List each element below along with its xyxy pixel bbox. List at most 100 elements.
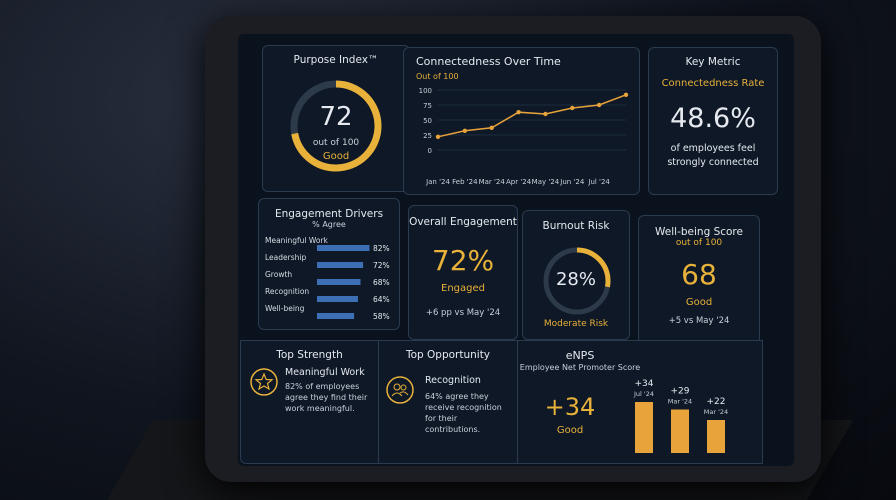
title: eNPS	[565, 349, 595, 362]
status: Moderate Risk	[543, 319, 609, 329]
name: Recognition	[425, 375, 481, 386]
title: Burnout Risk	[542, 220, 610, 232]
status: Good	[322, 151, 350, 162]
title: Well-being Score	[655, 226, 743, 238]
category-label: Mar '24	[668, 398, 692, 406]
subtitle: out of 100	[675, 238, 723, 248]
scale-label: out of	[312, 138, 340, 148]
title: Overall Engagement	[409, 216, 517, 228]
value: 68	[681, 258, 717, 291]
category-label: Leadership	[265, 253, 306, 262]
gauge-arc	[543, 247, 611, 315]
drivers-panel: Engagement Drivers % Agree Meaningful Wo…	[258, 198, 400, 330]
scale: 100	[341, 138, 360, 148]
purpose-panel: Purpose Index™ 72 out of 100 Good	[262, 45, 410, 192]
status: Good	[556, 425, 584, 436]
title: Purpose Index™	[293, 54, 379, 66]
name: Meaningful Work	[285, 367, 365, 378]
value-label: +34	[635, 379, 654, 389]
value-label: 64%	[373, 295, 390, 304]
status: Good	[685, 297, 713, 308]
change: +6 pp vs May '24	[425, 308, 501, 318]
metric-value: 48.6%	[670, 103, 756, 134]
wellbeing-panel: Well-being Score out of 100 68 Good +5 v…	[638, 215, 760, 345]
key-metric-panel: Key Metric Connectedness Rate 48.6% of e…	[648, 47, 778, 195]
category-label: Mar '24	[704, 408, 728, 416]
strength-panel: Top Strength Meaningful Work 82% of empl…	[240, 340, 379, 464]
point	[489, 125, 494, 130]
x-tick-label: Mar '24	[479, 178, 506, 186]
value-label: 72%	[373, 261, 390, 270]
category-label: Recognition	[265, 287, 309, 296]
bar	[317, 296, 358, 302]
bar	[707, 420, 725, 453]
star-icon	[250, 368, 278, 396]
enps-panel: eNPS Employee Net Promoter Score +34 Goo…	[517, 340, 763, 464]
value-label: +22	[707, 397, 726, 407]
y-tick-label: 100	[419, 87, 432, 95]
bar-chart: Meaningful Work 82% Leadership 72% Growth 68%…	[265, 236, 390, 321]
x-tick-label: May '24	[532, 178, 560, 186]
bar	[317, 262, 364, 268]
metric-name: Connectedness Rate	[661, 78, 765, 89]
burnout-panel: Burnout Risk 28% Moderate Risk	[522, 210, 630, 340]
caption: of employees feel strongly connected	[667, 143, 759, 168]
value-label: 82%	[373, 244, 390, 253]
text: 82% of employees agree they find their w…	[285, 382, 368, 413]
subtitle: Out of 100	[416, 72, 459, 81]
point	[435, 134, 441, 139]
category-label: Meaningful Work	[265, 236, 329, 245]
connectedness-panel: Connectedness Over Time Out of 100 0 25 50…	[403, 47, 640, 195]
value: 72	[319, 102, 353, 132]
point	[516, 110, 521, 115]
value: 72%	[431, 244, 495, 277]
y-tick-label: 50	[423, 117, 432, 125]
x-tick-label: Apr '24	[506, 178, 532, 186]
y-tick-label: 75	[423, 102, 432, 110]
point	[543, 111, 548, 117]
title: Key Metric	[685, 56, 741, 68]
point	[596, 102, 602, 108]
title: Connectedness Over Time	[416, 55, 561, 68]
point	[462, 128, 468, 133]
bar	[635, 402, 653, 453]
value-label: 58%	[373, 312, 390, 321]
category-label: Jul '24	[633, 390, 654, 398]
value-label: 68%	[373, 278, 390, 287]
y-tick-label: 0	[428, 147, 432, 155]
bar	[317, 313, 355, 319]
title: Top Strength	[276, 349, 343, 361]
point	[570, 105, 575, 111]
overall-panel: Overall Engagement 72% Engaged +6 pp vs …	[408, 205, 518, 340]
value: 28%	[555, 269, 596, 290]
change: +5 vs May '24	[668, 316, 730, 326]
text: 64% agree they receive recognition for t…	[425, 392, 502, 434]
x-tick-label: Jun '24	[559, 178, 585, 186]
opportunity-panel: Top Opportunity Recognition 64% agree th…	[378, 340, 518, 464]
line	[437, 94, 627, 138]
gauge	[543, 247, 611, 315]
x-tick-label: Jul '24	[587, 178, 610, 186]
y-tick-label: 25	[423, 132, 432, 140]
value: +34	[544, 393, 596, 421]
x-tick-label: Jan '24	[425, 178, 450, 186]
line-chart: 0 25 50 75 100 Jan '24 Feb '24 Mar '24 Apr '24 Ma…	[419, 87, 629, 186]
bar	[317, 279, 361, 285]
subtitle: Employee Net Promoter Score	[519, 363, 641, 372]
bar	[317, 245, 370, 251]
title: Engagement Drivers	[274, 208, 384, 220]
x-tick-label: Feb '24	[452, 178, 478, 186]
gauge-arc	[290, 80, 382, 172]
bar	[671, 409, 689, 453]
value-label: +29	[671, 387, 690, 397]
gauge	[290, 80, 382, 172]
category-label: Growth	[265, 270, 292, 279]
people-icon	[386, 376, 414, 404]
title: Top Opportunity	[405, 349, 491, 361]
category-label: Well-being	[265, 304, 305, 313]
point	[623, 92, 629, 97]
subtitle: % Agree	[312, 220, 346, 229]
status: Engaged	[441, 283, 485, 294]
